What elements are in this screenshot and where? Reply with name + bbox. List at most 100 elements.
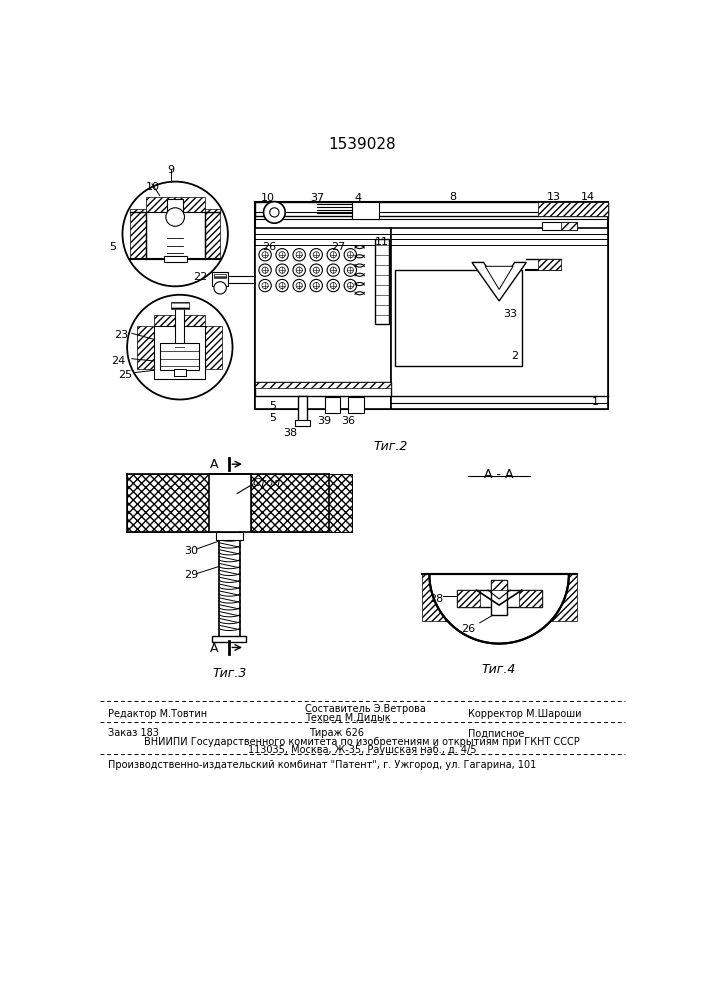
Circle shape — [310, 264, 322, 276]
Text: 5: 5 — [269, 413, 276, 423]
Bar — [163, 256, 187, 262]
Bar — [395, 270, 522, 366]
Text: 37: 37 — [310, 193, 324, 203]
Text: А - А: А - А — [484, 468, 514, 481]
Bar — [146, 197, 204, 212]
Text: 5: 5 — [110, 242, 116, 252]
Text: 1539028: 1539028 — [328, 137, 396, 152]
Bar — [255, 382, 391, 388]
Bar — [457, 590, 542, 607]
Bar — [160, 343, 199, 370]
Bar — [255, 202, 607, 409]
Circle shape — [127, 295, 233, 400]
Circle shape — [259, 279, 271, 292]
Bar — [174, 369, 186, 376]
Bar — [214, 274, 226, 278]
Bar — [170, 302, 189, 309]
Text: Составитель Э.Ветрова: Составитель Э.Ветрова — [305, 704, 426, 714]
Text: Производственно-издательский комбинат "Патент", г. Ужгород, ул. Гагарина, 101: Производственно-издательский комбинат "П… — [107, 760, 536, 770]
Circle shape — [327, 249, 339, 261]
Bar — [255, 382, 391, 396]
Bar — [204, 209, 220, 259]
Circle shape — [293, 264, 305, 276]
Text: 8: 8 — [449, 192, 456, 202]
Bar — [212, 272, 228, 286]
Circle shape — [327, 279, 339, 292]
Bar — [542, 222, 577, 230]
Bar — [538, 574, 577, 620]
Bar — [212, 636, 247, 642]
Circle shape — [344, 279, 356, 292]
Bar — [538, 259, 561, 270]
Circle shape — [344, 264, 356, 276]
Text: 113035, Москва, Ж-35, Раушская наб., д. 4/5: 113035, Москва, Ж-35, Раушская наб., д. … — [247, 745, 477, 755]
Circle shape — [293, 249, 305, 261]
Polygon shape — [472, 262, 526, 301]
Bar — [298, 396, 307, 423]
Text: Тираж 626: Тираж 626 — [309, 728, 364, 738]
Circle shape — [276, 279, 288, 292]
Text: 5: 5 — [269, 401, 276, 411]
Bar — [538, 202, 607, 216]
Text: 30: 30 — [184, 546, 198, 556]
Bar — [352, 202, 379, 219]
Circle shape — [270, 208, 279, 217]
Bar — [561, 222, 577, 230]
Bar — [154, 326, 206, 379]
Circle shape — [327, 264, 339, 276]
Text: 27: 27 — [331, 242, 345, 252]
Text: ВНИИПИ Государственного комитета по изобретениям и открытиям при ГКНТ СССР: ВНИИПИ Государственного комитета по изоб… — [144, 737, 580, 747]
Text: 13: 13 — [547, 192, 561, 202]
Circle shape — [259, 249, 271, 261]
Text: 26: 26 — [461, 624, 475, 634]
Circle shape — [259, 264, 271, 276]
Text: Подписное: Подписное — [468, 728, 525, 738]
Bar — [491, 580, 507, 590]
Text: 9: 9 — [168, 165, 175, 175]
Text: 26: 26 — [262, 242, 276, 252]
Bar — [206, 326, 223, 369]
Bar — [421, 574, 460, 620]
Bar — [168, 199, 183, 219]
Bar — [146, 212, 204, 259]
Bar — [130, 209, 146, 259]
Text: 10: 10 — [146, 182, 160, 192]
Bar — [375, 239, 389, 324]
Circle shape — [122, 182, 228, 286]
Circle shape — [264, 202, 285, 223]
Polygon shape — [431, 574, 567, 642]
Circle shape — [293, 279, 305, 292]
Text: 33: 33 — [503, 309, 517, 319]
Bar — [295, 420, 310, 426]
Polygon shape — [485, 266, 513, 289]
Text: 38: 38 — [283, 428, 297, 438]
Bar — [137, 326, 154, 369]
Text: 1: 1 — [592, 397, 599, 407]
Text: 39: 39 — [317, 416, 332, 426]
Bar — [255, 202, 607, 216]
Text: 11: 11 — [375, 237, 389, 247]
Bar — [216, 532, 243, 540]
Circle shape — [166, 208, 185, 226]
Bar — [391, 228, 607, 409]
Text: Τиг.3: Τиг.3 — [212, 667, 247, 680]
Bar — [457, 590, 480, 607]
Text: 2: 2 — [510, 351, 518, 361]
Bar — [348, 397, 363, 413]
Text: А: А — [210, 642, 218, 655]
Text: 28: 28 — [429, 594, 443, 604]
Bar — [255, 228, 391, 409]
Text: Заказ 183: Заказ 183 — [107, 728, 158, 738]
Circle shape — [344, 249, 356, 261]
Bar — [491, 580, 507, 615]
Text: Стол: Стол — [252, 478, 281, 488]
Circle shape — [276, 249, 288, 261]
Bar — [175, 305, 185, 370]
Circle shape — [214, 282, 226, 294]
Circle shape — [310, 279, 322, 292]
Text: Τиг.4: Τиг.4 — [482, 663, 516, 676]
Circle shape — [310, 249, 322, 261]
Text: Τиг.2: Τиг.2 — [373, 440, 408, 453]
Text: 36: 36 — [341, 416, 355, 426]
Text: Корректор М.Шароши: Корректор М.Шароши — [468, 709, 582, 719]
